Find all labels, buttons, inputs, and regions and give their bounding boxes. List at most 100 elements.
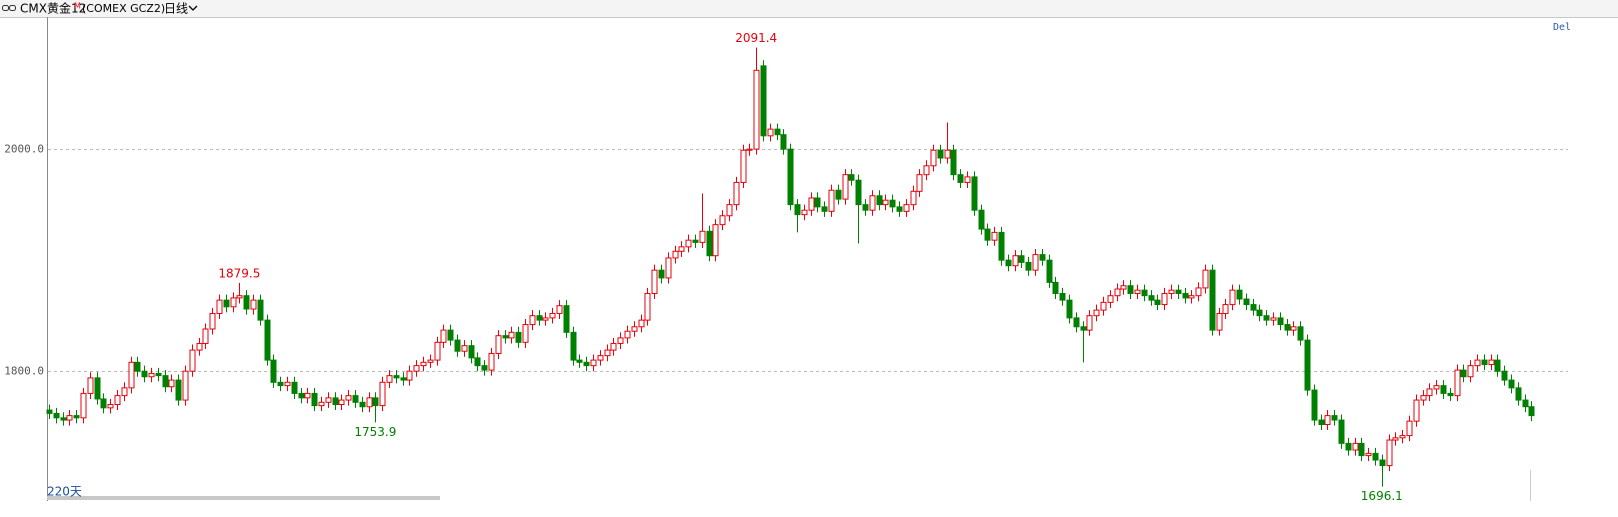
candle-body [583,361,590,367]
candle-body [644,292,651,321]
candle-body [1127,285,1134,294]
candle-body [842,174,849,200]
candle-body [1263,315,1270,321]
candle-body [196,342,203,351]
candle-body [141,370,148,378]
candle-body [1358,442,1365,457]
candle-body [746,148,753,151]
candle-body [413,365,420,372]
low-label: 1753.9 [354,425,396,439]
candle-body [304,392,311,399]
candle-body [1440,385,1447,394]
candle-body [1066,299,1073,319]
candle-body [189,349,196,372]
candle-body [1386,439,1393,467]
candle-body [706,230,713,257]
header-bar [0,0,1618,17]
candle-body [386,375,393,383]
candle-body [311,392,318,407]
candle-body [1243,298,1250,306]
corner-label: Del [1553,22,1571,33]
candle-body [1460,369,1467,378]
candle-body [60,417,67,421]
candle-body [950,149,957,176]
candle-body [631,326,638,332]
candle-body [848,174,855,181]
candle-body [1454,369,1461,397]
candle-body [1229,289,1236,306]
candle-body [549,312,556,319]
candle-body [672,250,679,259]
candle-body [957,174,964,183]
candle-body [284,381,291,387]
candle-body [427,359,434,363]
candle-body [468,345,475,359]
candle-body [434,341,441,361]
candle-body [699,230,706,243]
candle-body [1236,289,1243,300]
candle-body [1324,415,1331,425]
scrollbar[interactable] [47,496,440,500]
candle-body [1379,459,1386,467]
candle-body [182,370,189,401]
candle-body [1114,288,1121,297]
candle-body [359,401,366,408]
candle-body [991,231,998,241]
candle-body [1338,419,1345,444]
candle-body [767,128,774,137]
candle-body [787,148,794,206]
candle-body [1046,259,1053,283]
candle-body [794,204,801,216]
candle-body [338,399,345,406]
candle-body [610,342,617,351]
candle-body [515,331,522,343]
candle-body [542,317,549,321]
candle-body [332,397,339,406]
candle-body [971,176,978,211]
candle-body [318,401,325,407]
candle-body [910,190,917,206]
candle-body [570,331,577,361]
candle-body [923,165,930,176]
candle-body [162,375,169,388]
candle-body [998,231,1005,261]
candle-body [1304,339,1311,391]
period-dropdown-arrow[interactable] [188,5,198,11]
candle-body [814,197,821,208]
candle-body [1120,285,1127,290]
instrument-code: (COMEX GCZ2) [82,2,165,15]
candle-body [175,379,182,401]
candle-body [1413,399,1420,422]
period-selector[interactable]: 日线 [164,2,188,16]
candle-body [1250,304,1257,311]
candle-body [556,305,563,314]
candle-body [168,379,175,388]
candle-body [66,415,73,421]
candle-body [1141,289,1148,297]
candle-body [801,209,808,216]
candle-body [869,195,876,211]
candle-body [1392,437,1399,441]
candle-body [372,397,379,407]
candle-body [740,149,747,183]
candle-body [665,257,672,279]
y-tick-label: 1800.0 [4,365,44,378]
candle-body [46,409,53,414]
candle-body [855,179,862,206]
low-label: 1696.1 [1361,489,1403,503]
candle-body [1195,287,1202,297]
candle-body [1528,406,1535,417]
candle-body [1488,359,1495,366]
candle-body [930,149,937,167]
candle-body [604,349,611,357]
candle-body [379,381,386,407]
candle-body [889,199,896,208]
candle-body [1290,326,1297,331]
candle-body [1522,399,1529,408]
candle-body [1039,254,1046,261]
candle-body [80,392,87,419]
candle-body [882,199,889,206]
candle-body [508,331,515,339]
candle-body [903,204,910,212]
candle-body [155,372,162,377]
